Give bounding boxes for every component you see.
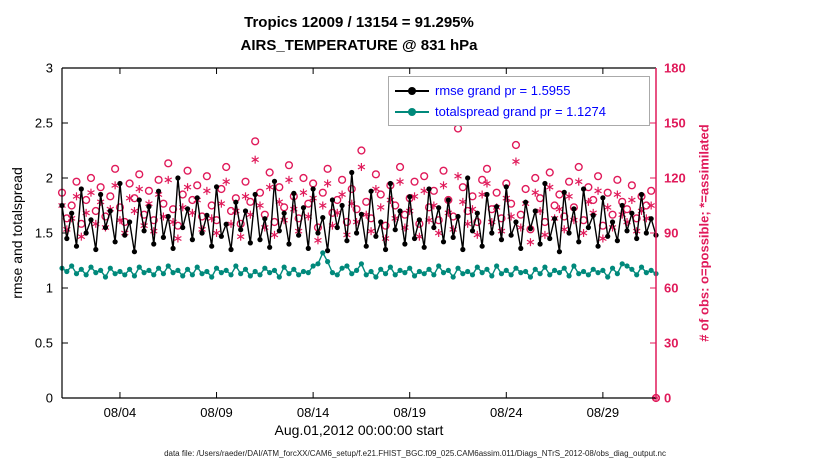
svg-text:08/19: 08/19 bbox=[393, 405, 426, 420]
svg-text:150: 150 bbox=[664, 116, 686, 131]
y-axis-label-left: rmse and totalspread bbox=[9, 167, 25, 299]
svg-text:08/04: 08/04 bbox=[104, 405, 137, 420]
svg-text:2.5: 2.5 bbox=[35, 116, 53, 131]
svg-text:0: 0 bbox=[664, 391, 671, 406]
svg-text:90: 90 bbox=[664, 226, 678, 241]
y-axis-label-right: # of obs: o=possible; *=assimilated bbox=[696, 124, 712, 342]
svg-text:08/29: 08/29 bbox=[587, 405, 620, 420]
rmse-sample-dot bbox=[408, 86, 416, 95]
svg-text:1.5: 1.5 bbox=[35, 226, 53, 241]
chart-title: Tropics 12009 / 13154 = 91.295% bbox=[244, 14, 474, 31]
svg-text:120: 120 bbox=[664, 171, 686, 186]
chart-subtitle: AIRS_TEMPERATURE @ 831 hPa bbox=[240, 37, 478, 54]
svg-text:0.5: 0.5 bbox=[35, 336, 53, 351]
legend: rmse grand pr = 1.5955 totalspread grand… bbox=[388, 76, 650, 126]
svg-text:30: 30 bbox=[664, 336, 678, 351]
rmse-line-marker-sample bbox=[395, 84, 429, 98]
x-axis-label: Aug.01,2012 00:00:00 start bbox=[274, 422, 444, 438]
svg-text:1: 1 bbox=[46, 281, 53, 296]
svg-text:08/24: 08/24 bbox=[490, 405, 523, 420]
legend-label-rmse: rmse grand pr = 1.5955 bbox=[435, 83, 571, 98]
svg-text:180: 180 bbox=[664, 61, 686, 76]
legend-item-totalspread: totalspread grand pr = 1.1274 bbox=[395, 101, 643, 122]
legend-label-totalspread: totalspread grand pr = 1.1274 bbox=[435, 104, 606, 119]
data-file-caption: data file: /Users/raeder/DAI/ATM_forcXX/… bbox=[164, 449, 666, 458]
svg-text:2: 2 bbox=[46, 171, 53, 186]
svg-text:60: 60 bbox=[664, 281, 678, 296]
totalspread-line-marker-sample bbox=[395, 105, 429, 119]
totalspread-sample-dot bbox=[408, 107, 416, 116]
legend-item-rmse: rmse grand pr = 1.5955 bbox=[395, 80, 643, 101]
svg-text:08/09: 08/09 bbox=[200, 405, 233, 420]
svg-text:08/14: 08/14 bbox=[297, 405, 330, 420]
svg-text:3: 3 bbox=[46, 61, 53, 76]
svg-text:0: 0 bbox=[46, 391, 53, 406]
